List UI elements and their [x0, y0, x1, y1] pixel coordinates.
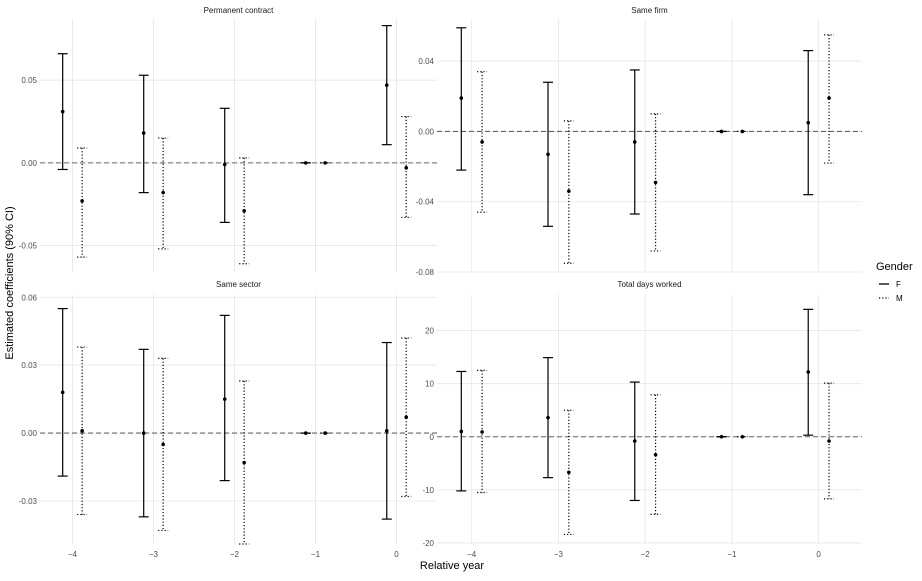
- point-estimate-m: [161, 190, 165, 195]
- point-estimate-f: [384, 429, 389, 433]
- point-estimate-f: [222, 162, 227, 167]
- point-estimate-f: [459, 96, 464, 100]
- panel-3: Total days worked −4 −3 −2 −1 0 -20 -10 0 10 20: [422, 280, 862, 559]
- x-tick-label: −2: [641, 550, 651, 559]
- point-estimate-m: [740, 434, 745, 439]
- y-tick-label: -0.08: [416, 268, 435, 277]
- x-tick-label: −3: [554, 550, 564, 559]
- point-estimate-m: [480, 430, 484, 434]
- point-estimate-f: [60, 390, 65, 395]
- y-tick-label: 0.00: [21, 159, 37, 168]
- point-estimate-f: [806, 370, 811, 374]
- x-tick-label: −1: [727, 550, 737, 559]
- y-tick-label: 0: [430, 433, 435, 442]
- point-estimate-m: [323, 431, 327, 435]
- y-tick-label: 0.00: [21, 429, 37, 438]
- point-estimate-f: [459, 429, 464, 434]
- x-tick-label: −4: [467, 550, 477, 559]
- point-estimate-f: [384, 83, 389, 87]
- point-estimate-f: [632, 439, 637, 443]
- y-tick-label: 0.05: [21, 76, 37, 85]
- panel-title: Same firm: [631, 6, 668, 15]
- y-tick-label: 0.00: [418, 127, 434, 136]
- panel-title: Same sector: [216, 280, 261, 289]
- point-estimate-m: [161, 442, 165, 447]
- y-tick-label: -0.05: [19, 242, 38, 251]
- point-estimate-f: [60, 109, 65, 114]
- point-estimate-f: [303, 161, 308, 165]
- point-estimate-f: [141, 431, 146, 435]
- panel-2: Same sector −4 −3 −2 −1 0 -0.03 0.00 0.03 0.06: [19, 280, 437, 559]
- point-estimate-m: [404, 415, 409, 420]
- point-estimate-m: [827, 96, 831, 100]
- point-estimate-f: [546, 152, 550, 157]
- point-estimate-f: [141, 131, 146, 135]
- point-estimate-f: [719, 129, 724, 134]
- panel-title: Permanent contract: [204, 6, 275, 15]
- x-tick-label: −2: [230, 550, 240, 559]
- panels: Permanent contract -0.05 0.00 0.05 Same firm…: [19, 6, 862, 559]
- point-estimate-f: [719, 434, 724, 439]
- point-estimate-f: [303, 431, 308, 435]
- x-tick-label: 0: [816, 550, 821, 559]
- point-estimate-f: [632, 140, 637, 144]
- point-estimate-m: [480, 140, 484, 144]
- x-tick-label: −1: [311, 550, 321, 559]
- point-estimate-m: [404, 166, 409, 170]
- point-estimate-m: [80, 429, 84, 433]
- panel-title: Total days worked: [617, 280, 681, 289]
- y-tick-label: -0.04: [416, 198, 435, 207]
- x-tick-label: −4: [68, 550, 78, 559]
- point-estimate-m: [827, 439, 831, 443]
- panel-1: Same firm -0.08 -0.04 0.00 0.04: [416, 6, 862, 277]
- y-tick-label: 0.03: [21, 361, 37, 370]
- y-tick-label: 0.04: [418, 57, 434, 66]
- point-estimate-f: [806, 120, 811, 125]
- legend-label-m: M: [896, 294, 903, 303]
- y-tick-label: -10: [422, 486, 434, 495]
- point-estimate-m: [567, 189, 571, 193]
- point-estimate-m: [653, 453, 658, 457]
- x-tick-label: 0: [394, 550, 399, 559]
- y-tick-label: 10: [425, 380, 434, 389]
- y-tick-label: 20: [425, 327, 434, 336]
- point-estimate-m: [242, 209, 246, 213]
- point-estimate-m: [80, 199, 84, 203]
- point-estimate-f: [222, 397, 227, 401]
- legend: Gender F M: [876, 261, 913, 303]
- point-estimate-m: [323, 161, 327, 165]
- y-tick-label: 0.06: [21, 293, 37, 302]
- x-tick-label: −3: [149, 550, 159, 559]
- point-estimate-f: [546, 415, 550, 420]
- y-tick-label: -0.03: [19, 497, 38, 506]
- legend-title: Gender: [876, 261, 913, 273]
- y-axis-label: Estimated coefficients (90% CI): [4, 206, 16, 359]
- point-estimate-m: [242, 460, 246, 465]
- x-axis-label: Relative year: [420, 560, 485, 572]
- legend-label-f: F: [896, 280, 901, 289]
- point-estimate-m: [653, 180, 658, 185]
- point-estimate-m: [740, 129, 745, 134]
- point-estimate-m: [567, 470, 571, 475]
- panel-0: Permanent contract -0.05 0.00 0.05: [19, 6, 437, 272]
- y-tick-label: -20: [422, 539, 434, 548]
